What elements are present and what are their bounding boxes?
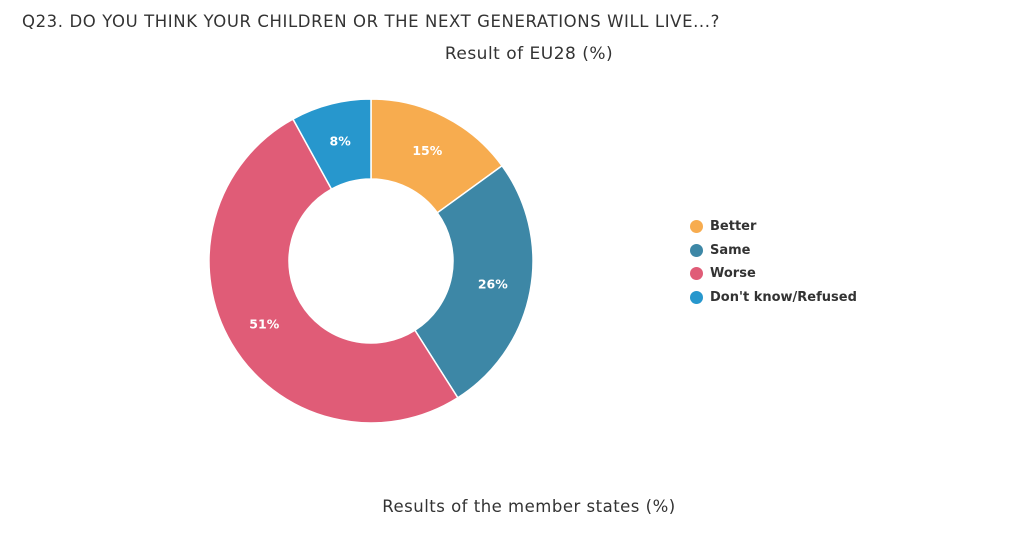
donut-slice-worse[interactable] xyxy=(208,118,459,424)
legend-marker-dont-know xyxy=(690,290,703,304)
legend-marker-better xyxy=(690,220,703,234)
legend-label-worse: Worse xyxy=(710,266,756,282)
question-title: Q23. DO YOU THINK YOUR CHILDREN OR THE N… xyxy=(22,12,720,31)
legend-item-dont-know[interactable]: Don't know/Refused xyxy=(690,286,857,310)
donut-slice-same[interactable] xyxy=(413,164,534,399)
chart-title: Result of EU28 (%) xyxy=(444,44,614,64)
slice-value-label-same: 26% xyxy=(478,277,508,292)
slice-value-label-worse: 51% xyxy=(249,317,279,332)
legend-marker-worse xyxy=(690,267,703,281)
slice-value-label-don-t-know-refused: 8% xyxy=(330,133,352,148)
legend-item-worse[interactable]: Worse xyxy=(690,262,857,286)
donut-slice-don-t-know-refused[interactable] xyxy=(291,98,372,191)
legend-label-better: Better xyxy=(710,219,757,235)
legend-label-same: Same xyxy=(710,242,751,258)
legend-item-same[interactable]: Same xyxy=(690,239,857,263)
member-states-section-title: Results of the member states (%) xyxy=(382,497,676,516)
legend-item-better[interactable]: Better xyxy=(690,215,857,239)
legend-label-dont-know: Don't know/Refused xyxy=(710,289,857,305)
legend-marker-same xyxy=(690,243,703,257)
chart-legend: Better Same Worse Don't know/Refused xyxy=(690,215,857,309)
slice-value-label-better: 15% xyxy=(412,143,442,158)
